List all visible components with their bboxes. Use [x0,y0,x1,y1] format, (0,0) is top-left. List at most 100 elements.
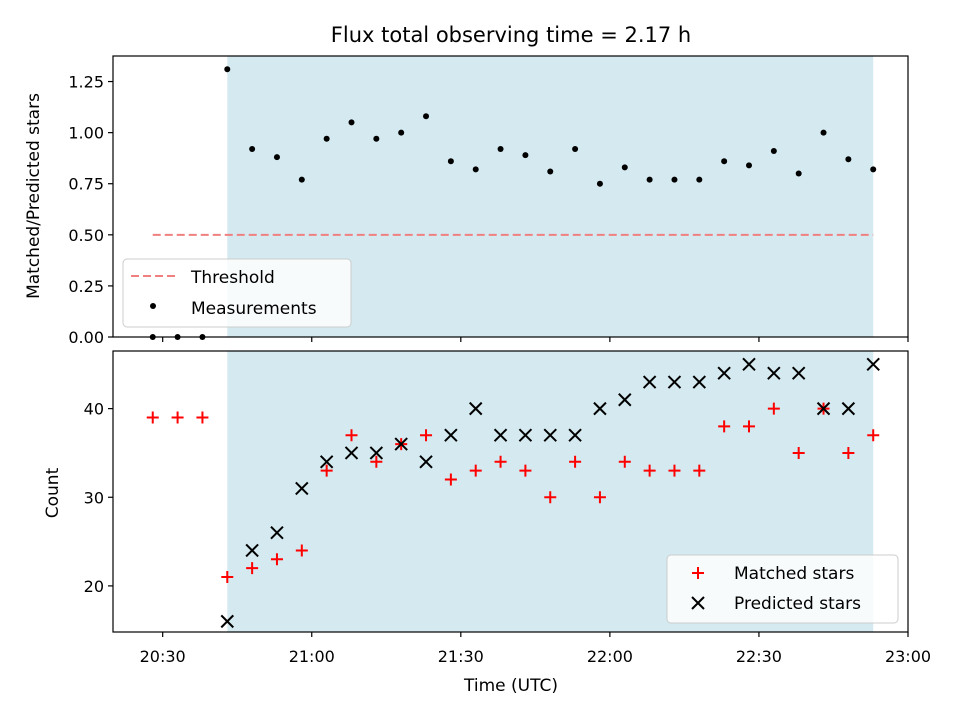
matched-star-marker [469,464,482,477]
predicted-star-marker [742,357,756,372]
legend-matched-label: Matched stars [734,564,854,584]
predicted-star-marker [444,428,458,442]
x-axis-label: Time (UTC) [463,676,558,696]
x-tick-label: 20:30 [140,647,186,666]
predicted-star-marker [816,401,831,416]
predicted-star-marker [642,375,657,389]
top-y-tick-label: 0.75 [68,175,104,194]
predicted-star-marker [866,357,880,372]
matched-star-marker [196,411,209,424]
measurement-point [845,156,852,163]
predicted-star-marker [493,428,508,442]
predicted-star-marker [518,428,533,442]
top-y-tick-label: 0.00 [68,328,104,347]
matched-star-marker [320,464,333,477]
measurement-point [646,176,653,183]
predicted-star-marker [419,455,433,469]
measurement-point [820,129,827,136]
measurement-point [721,158,728,165]
matched-star-marker [743,420,755,433]
predicted-star-marker [593,401,607,416]
predicted-star-marker [618,393,632,407]
measurement-point [572,145,579,152]
measurement-point [795,170,802,177]
measurement-point [596,180,603,187]
predicted-star-marker [717,366,731,380]
top-plot-frame [112,55,909,338]
measurement-point [671,176,678,183]
measurement-point [224,66,231,73]
matched-star-marker [295,544,308,557]
matched-star-marker [767,402,780,415]
matched-star-marker [569,455,582,468]
predicted-star-marker [319,455,334,469]
measurement-point [621,164,628,171]
legend-measurements-label: Measurements [191,299,317,319]
x-tick-label: 21:30 [438,647,484,666]
measurement-point [323,135,330,142]
chart-title: Flux total observing time = 2.17 h [331,23,691,47]
measurement-point [298,176,305,183]
predicted-star-marker [369,446,384,460]
matched-star-marker [618,455,631,468]
predicted-star-marker [270,526,284,540]
predicted-star-marker [469,401,483,416]
bottom-legend-box [666,554,899,624]
measurement-point [373,135,380,142]
predicted-star-marker [344,446,359,460]
bottom-panel: 20 30 40 20:30 21:00 21:30 22:00 22:30 23:00 Matc… [84,350,931,666]
predicted-star-marker [220,614,234,629]
x-tick-label: 22:00 [587,647,633,666]
bottom-y-tick-label: 20 [84,577,104,596]
matched-star-marker [519,464,532,477]
measurement-point [348,119,355,126]
legend-matched-swatch [692,567,704,579]
predicted-star-marker [568,428,582,442]
top-y-tick-label: 1.25 [68,73,104,92]
measurement-point [770,148,777,155]
matched-star-marker [146,411,159,424]
measurement-point [398,129,405,136]
predicted-star-marker [295,481,309,496]
predicted-star-marker [667,375,682,389]
top-y-tick-label: 1.00 [68,124,104,143]
matched-star-marker [792,446,805,459]
matched-star-marker [494,455,507,468]
matched-star-marker [171,411,184,424]
measurement-point [522,152,529,159]
top-legend-box [122,258,352,328]
predicted-star-marker [791,366,806,380]
top-y-tick-label: 0.50 [68,226,104,245]
matched-star-marker [643,464,656,477]
matched-star-marker [420,429,433,442]
matched-star-marker [718,420,731,433]
matched-star-marker [221,571,234,584]
top-panel: 0.00 0.25 0.50 0.75 1.00 1.25 Threshold Measure… [68,55,909,347]
predicted-star-marker [543,428,557,442]
matched-star-marker [370,455,383,468]
matched-star-marker [693,464,706,477]
matched-star-marker [246,562,259,575]
predicted-star-marker [692,375,707,389]
measurement-point [497,145,504,152]
measurement-point [249,145,256,152]
legend-measurements-swatch [150,303,156,309]
matched-star-marker [668,464,681,477]
bottom-y-tick-label: 30 [84,488,104,507]
matched-star-marker [842,446,855,459]
top-y-tick-label: 0.25 [68,277,104,296]
bottom-y-tick-label: 40 [84,400,104,419]
matched-star-marker [270,553,283,566]
matched-star-marker [345,429,358,442]
measurement-point [696,176,703,183]
legend-predicted-label: Predicted stars [734,594,861,614]
measurement-point [423,113,430,120]
measurement-point [870,166,877,173]
measurement-point [746,162,752,169]
legend-threshold-label: Threshold [190,268,275,288]
predicted-star-marker [245,543,259,558]
measurement-point [273,154,280,161]
predicted-star-marker [394,437,408,451]
bottom-plot-frame [112,350,909,633]
